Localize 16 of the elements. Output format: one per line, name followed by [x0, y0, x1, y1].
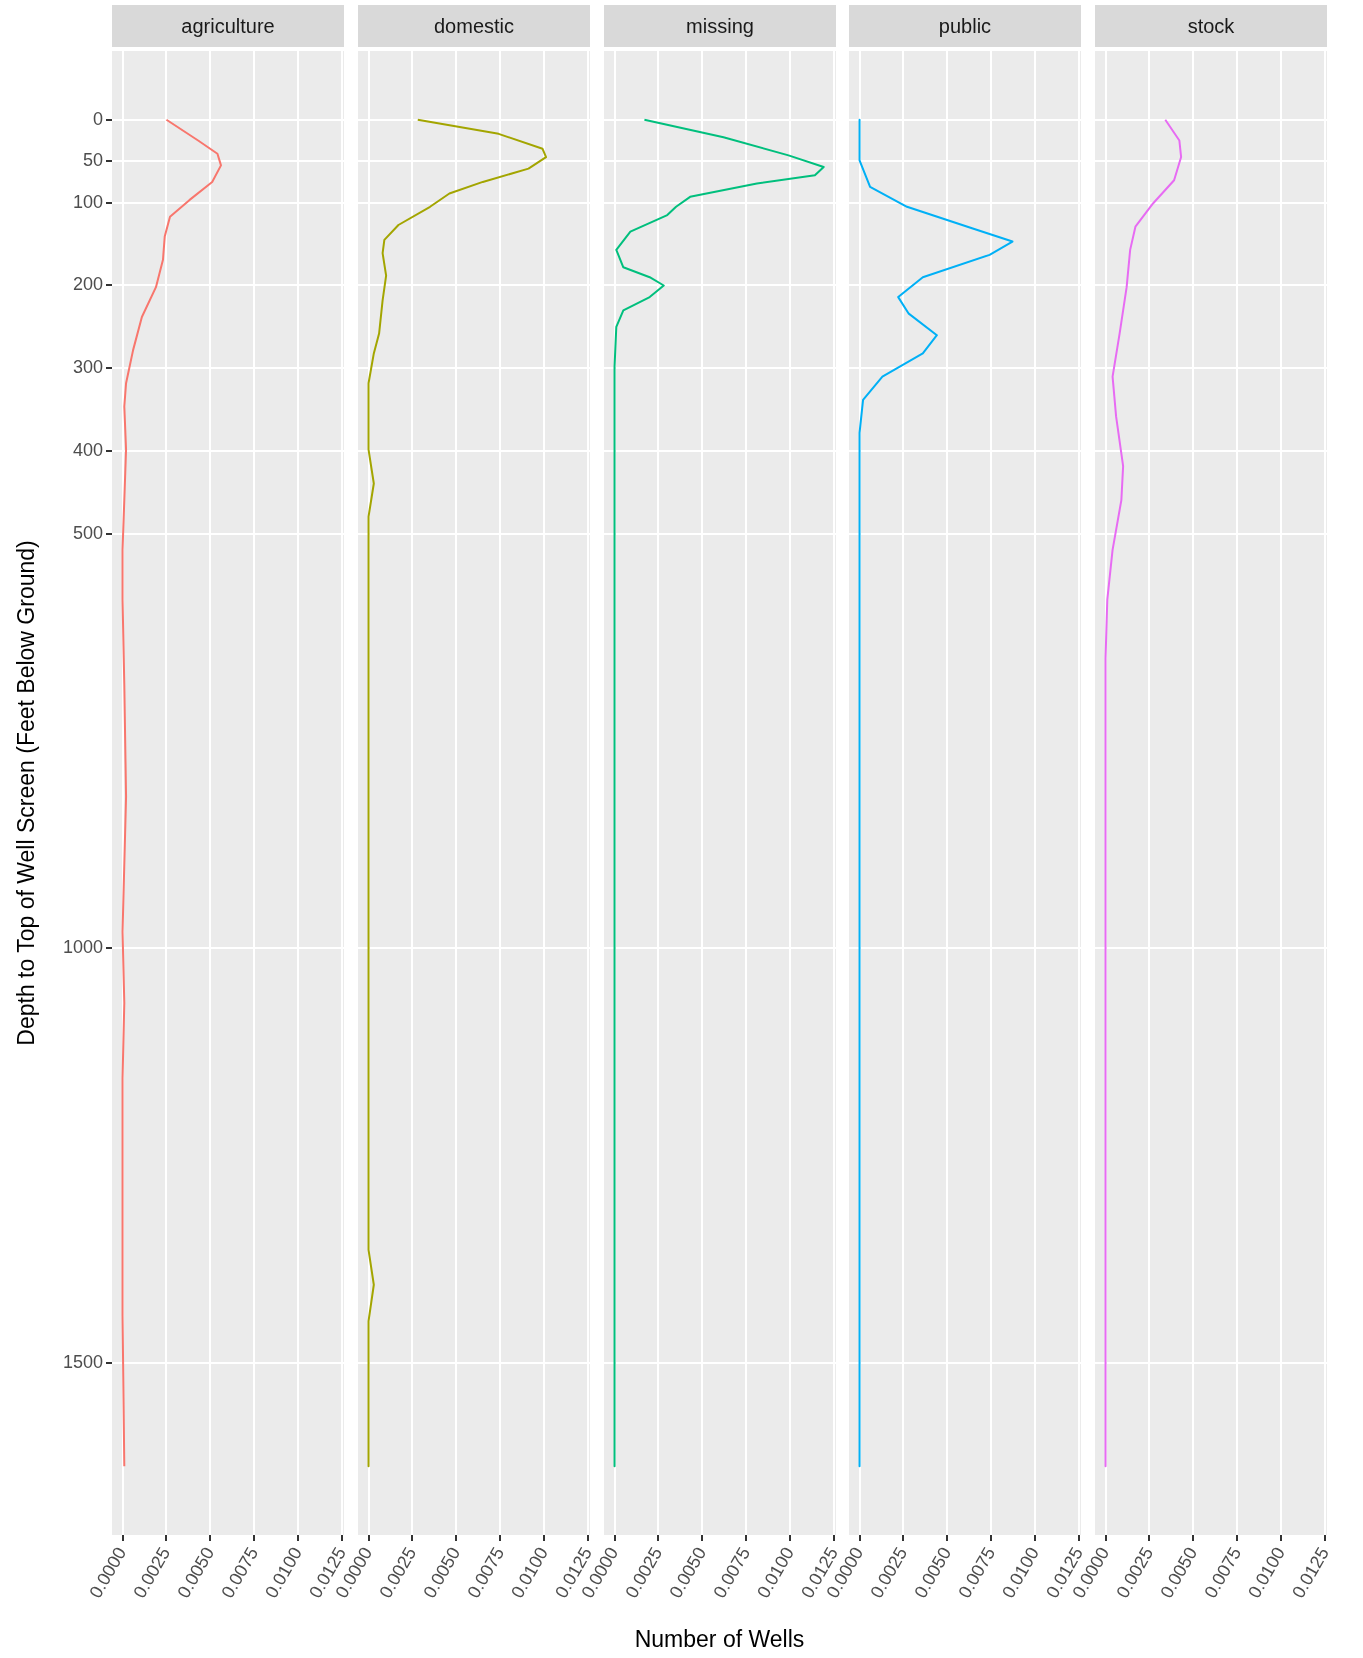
y-axis-title: Depth to Top of Well Screen (Feet Below Ground) — [12, 540, 40, 1046]
chart-title: stock — [1095, 5, 1327, 47]
y-tick-label: 400 — [72, 440, 103, 461]
chart-title: missing — [604, 5, 836, 47]
y-tick-label: 500 — [72, 523, 103, 544]
chart-title: domestic — [358, 5, 590, 47]
y-tick-label: 1500 — [62, 1351, 103, 1372]
chart-title: agriculture — [112, 5, 344, 47]
y-tick-label: 1000 — [62, 937, 103, 958]
y-tick-label: 0 — [92, 108, 103, 129]
y-tick-label: 50 — [82, 150, 103, 171]
y-tick-label: 100 — [72, 191, 103, 212]
x-axis-title: Number of Wells — [634, 1626, 805, 1653]
y-tick-label: 200 — [72, 274, 103, 295]
y-tick-label: 300 — [72, 357, 103, 378]
chart-title: public — [849, 5, 1081, 47]
